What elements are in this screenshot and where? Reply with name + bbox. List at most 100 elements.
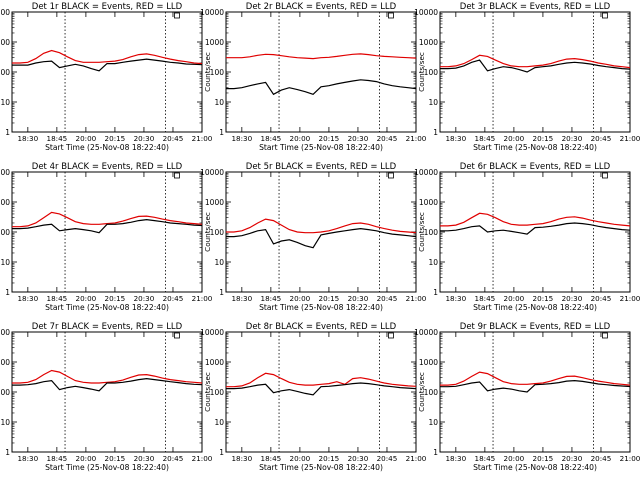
panel-title: Det 3r BLACK = Events, RED = LLD [460, 2, 611, 12]
series-lld-line [440, 54, 631, 69]
x-axis-label: Start Time (25-Nov-08 18:22:40) [45, 463, 169, 472]
y-tick-label: 1000 [205, 198, 224, 207]
y-axis-label: Counts/sec [417, 212, 426, 252]
x-tick-label: 20:15 [319, 134, 340, 143]
y-tick-label: 10 [428, 258, 438, 267]
x-tick-label: 21:00 [620, 294, 640, 303]
y-tick-label: 10 [214, 98, 224, 107]
x-tick-label: 20:30 [134, 294, 155, 303]
y-tick-label: 10 [0, 258, 10, 267]
panel-det-6: Det 6r BLACK = Events, RED = LLD 1 10 100 10… [414, 162, 640, 312]
y-axis-label: Counts/sec [203, 372, 212, 412]
x-tick-label: 20:00 [504, 134, 525, 143]
x-axis-label: Start Time (25-Nov-08 18:22:40) [259, 303, 383, 312]
plot-frame [11, 331, 203, 453]
y-tick-label: 1000 [419, 358, 438, 367]
y-tick-label: 1 [5, 288, 10, 297]
x-tick-label: 20:45 [163, 294, 184, 303]
y-tick-label: 100 [210, 228, 225, 237]
y-tick-label: 10000 [200, 168, 224, 177]
y-tick-label: 1000 [0, 198, 10, 207]
x-tick-label: 18:30 [445, 134, 466, 143]
y-tick-label: 10 [214, 418, 224, 427]
x-tick-label: 20:30 [134, 454, 155, 463]
y-tick-label: 100 [0, 228, 10, 237]
y-tick-label: 1 [219, 288, 224, 297]
y-tick-label: 10 [214, 258, 224, 267]
x-tick-label: 18:30 [17, 134, 38, 143]
y-tick-label: 10000 [414, 168, 438, 177]
x-tick-label: 20:00 [76, 454, 97, 463]
series-lld-line [12, 211, 203, 228]
x-tick-label: 18:30 [445, 294, 466, 303]
corner-marker [602, 332, 608, 339]
corner-marker [602, 12, 608, 19]
x-tick-label: 21:00 [192, 454, 213, 463]
x-axis-label: Start Time (25-Nov-08 18:22:40) [473, 143, 597, 152]
y-axis-label: Counts/sec [417, 52, 426, 92]
y-tick-label: 1000 [0, 358, 10, 367]
x-tick-label: 20:30 [348, 134, 369, 143]
x-tick-label: 18:45 [47, 454, 68, 463]
y-tick-label: 1000 [419, 38, 438, 47]
x-tick-label: 18:30 [17, 454, 38, 463]
y-tick-label: 1000 [419, 198, 438, 207]
x-tick-label: 20:45 [163, 134, 184, 143]
y-tick-label: 1 [433, 448, 438, 457]
panel-det-3: Det 3r BLACK = Events, RED = LLD 1 10 100 10… [414, 2, 640, 152]
corner-marker [174, 12, 180, 19]
series-lld-line [226, 372, 417, 388]
x-tick-label: 21:00 [192, 134, 213, 143]
y-tick-label: 100 [0, 388, 10, 397]
plot-frame [11, 11, 203, 133]
series-lld-line [440, 212, 631, 227]
x-tick-label: 21:00 [620, 454, 640, 463]
x-tick-label: 20:30 [348, 454, 369, 463]
corner-marker [388, 12, 394, 19]
y-tick-label: 10000 [200, 328, 224, 337]
x-tick-label: 20:15 [533, 294, 554, 303]
plot-frame [439, 331, 631, 453]
y-tick-label: 10 [428, 98, 438, 107]
plot-frame [439, 11, 631, 133]
x-tick-label: 18:30 [445, 454, 466, 463]
x-axis-label: Start Time (25-Nov-08 18:22:40) [259, 463, 383, 472]
y-tick-label: 10 [428, 418, 438, 427]
x-tick-label: 18:45 [261, 454, 282, 463]
y-tick-label: 1000 [205, 38, 224, 47]
x-tick-label: 18:45 [47, 294, 68, 303]
x-axis-label: Start Time (25-Nov-08 18:22:40) [473, 463, 597, 472]
y-axis-label: Counts/sec [203, 52, 212, 92]
y-tick-label: 10000 [0, 168, 10, 177]
series-events-line [12, 377, 203, 392]
panel-title: Det 9r BLACK = Events, RED = LLD [460, 322, 611, 332]
series-lld-line [12, 369, 203, 384]
panel-det-7: Det 7r BLACK = Events, RED = LLD 1 10 100 10… [0, 322, 213, 472]
x-tick-label: 20:30 [562, 134, 583, 143]
x-tick-label: 20:00 [290, 454, 311, 463]
x-tick-label: 20:15 [319, 454, 340, 463]
corner-marker [388, 172, 394, 179]
y-tick-label: 100 [424, 388, 439, 397]
plot-frame [11, 171, 203, 293]
panel-title: Det 1r BLACK = Events, RED = LLD [32, 2, 183, 12]
y-tick-label: 100 [424, 68, 439, 77]
series-events-line [440, 222, 631, 235]
corner-marker [174, 172, 180, 179]
panel-det-1: Det 1r BLACK = Events, RED = LLD 1 10 100 10… [0, 2, 213, 152]
y-tick-label: 100 [210, 388, 225, 397]
x-tick-label: 18:45 [475, 294, 496, 303]
x-tick-label: 20:30 [562, 454, 583, 463]
series-lld-line [12, 49, 203, 65]
x-tick-label: 18:30 [231, 294, 252, 303]
x-tick-label: 20:00 [76, 134, 97, 143]
y-tick-label: 10000 [0, 8, 10, 17]
y-tick-label: 1 [219, 128, 224, 137]
x-tick-label: 20:15 [105, 294, 126, 303]
y-tick-label: 10000 [200, 8, 224, 17]
x-tick-label: 20:45 [377, 294, 398, 303]
x-tick-label: 20:00 [76, 294, 97, 303]
series-events-line [226, 382, 417, 396]
series-events-line [12, 218, 203, 234]
